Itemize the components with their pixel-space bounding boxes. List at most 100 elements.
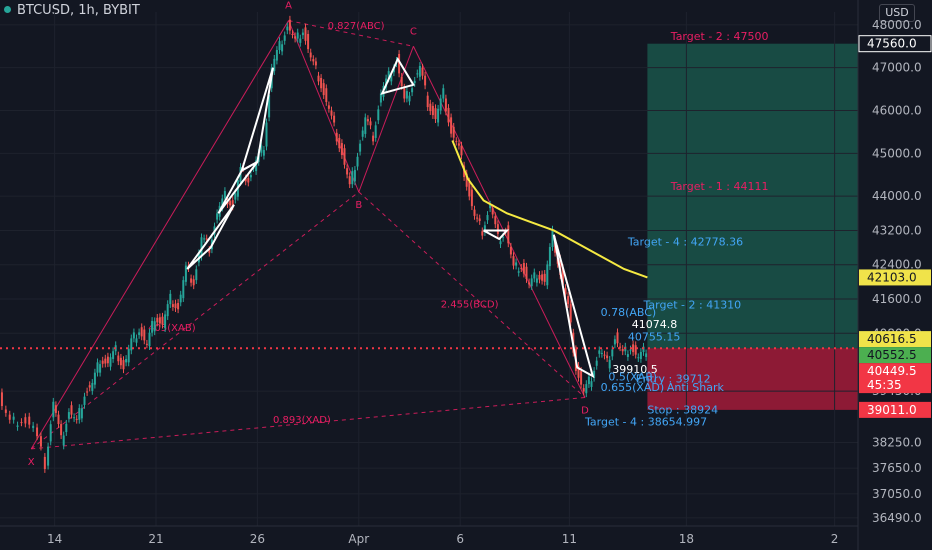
y-tick-label: 37650.0 (872, 461, 922, 475)
candle-body (62, 435, 65, 446)
harmonic-diag-bd (358, 191, 586, 398)
candle-body (283, 35, 286, 41)
candle-body (353, 169, 356, 182)
candle-body (600, 352, 603, 354)
candle-body (416, 73, 419, 75)
candle-body (481, 231, 484, 236)
candle-body (179, 294, 182, 303)
candle-body (525, 266, 528, 279)
candle-body (255, 160, 258, 172)
candle-body (486, 215, 489, 221)
candle-body (442, 88, 445, 99)
y-tick-label: 41600.0 (872, 292, 922, 306)
candle-body (470, 189, 473, 207)
candle-body (632, 344, 635, 353)
candle-body (379, 93, 382, 103)
price-scale-label-bg (859, 401, 931, 418)
candle-body (153, 321, 156, 332)
candle-body (522, 263, 525, 274)
pattern-overlay (380, 56, 415, 95)
candle-body (567, 296, 570, 305)
candle-body (148, 332, 151, 347)
price-scale-label: 40616.5 (867, 332, 917, 346)
candle-body (244, 178, 247, 182)
candle-body (598, 350, 601, 354)
candle-body (174, 303, 177, 309)
candle-body (606, 355, 609, 359)
candle-body (616, 332, 619, 344)
candle-body (512, 256, 515, 266)
candle-body (296, 32, 299, 39)
price-scale-label: 45:35 (867, 378, 902, 392)
x-tick-label: Apr (348, 532, 369, 546)
candle-body (333, 115, 336, 123)
candle-body (234, 193, 237, 200)
candle-body (413, 80, 416, 84)
candle-body (268, 95, 271, 118)
annotation-label: 40755.15 (628, 331, 681, 344)
candle-body (49, 424, 52, 442)
candle-body (78, 408, 81, 420)
candle-body (216, 213, 219, 220)
candle-body (515, 262, 518, 266)
candle-body (582, 388, 585, 392)
candle-body (221, 198, 224, 208)
candle-body (166, 304, 169, 317)
pattern-overlay (483, 229, 510, 241)
candle-body (528, 282, 531, 285)
candle-body (330, 110, 333, 116)
symbol-label: BTCUSD, 1h, BYBIT (17, 3, 140, 18)
y-tick-label: 47000.0 (872, 61, 922, 75)
harmonic-point-label: C (410, 26, 417, 37)
candle-body (533, 272, 536, 279)
candle-body (369, 121, 372, 126)
candle-body (447, 107, 450, 123)
candle-body (140, 327, 143, 337)
annotation-label: Target - 4 : 38654.997 (584, 415, 707, 428)
candle-body (132, 332, 135, 339)
harmonic-point-label: D (581, 406, 589, 417)
candle-body (637, 357, 640, 359)
candle-body (192, 279, 195, 286)
candle-body (426, 95, 429, 108)
harmonic-leg-cd (412, 46, 586, 398)
candle-body (122, 360, 125, 370)
candle-body (70, 405, 73, 415)
candle-body (0, 392, 3, 407)
candle-body (387, 71, 390, 79)
candle-body (351, 171, 354, 185)
candle-body (262, 149, 265, 156)
candle-body (546, 264, 549, 286)
currency-button[interactable]: USD (879, 4, 915, 22)
candle-body (457, 143, 460, 146)
candle-body (338, 137, 341, 149)
candle-body (171, 304, 174, 307)
annotation-label: Stop : 38924 (647, 403, 718, 416)
candle-body (223, 191, 226, 199)
candle-body (28, 416, 31, 425)
candle-body (67, 412, 70, 419)
annotation-label: 0.5(XAB) (608, 370, 657, 383)
candle-body (538, 274, 541, 280)
candle-body (502, 236, 505, 238)
harmonic-ratio-label: 0.827(ABC) (328, 21, 385, 32)
harmonic-ratio-label: 405(XAB) (148, 323, 196, 334)
candle-body (626, 354, 629, 357)
candle-body (359, 143, 362, 152)
candle-body (151, 320, 154, 333)
candle-body (411, 88, 414, 93)
annotation-label: Target - 4 : 42778.36 (627, 235, 743, 248)
candle-body (16, 425, 19, 427)
annotation-label: Anti Shark (667, 381, 725, 394)
candle-body (249, 175, 252, 178)
candle-body (585, 384, 588, 394)
y-tick-label: 37050.0 (872, 487, 922, 501)
candle-body (476, 217, 479, 219)
y-tick-label: 46000.0 (872, 104, 922, 118)
candle-body (564, 288, 567, 295)
annotation-label: 41074.8 (632, 318, 678, 331)
candle-body (603, 354, 606, 356)
status-dot-icon (4, 6, 11, 13)
harmonic-point-label: A (285, 1, 292, 12)
